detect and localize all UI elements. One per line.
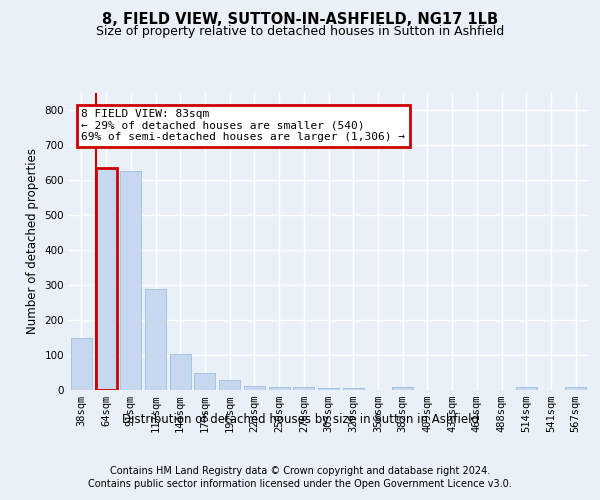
Bar [219,380,240,390]
Bar [170,354,191,390]
Bar [293,387,314,390]
Text: 8 FIELD VIEW: 83sqm
← 29% of detached houses are smaller (540)
69% of semi-detac: 8 FIELD VIEW: 83sqm ← 29% of detached ho… [82,109,406,142]
Bar [516,387,537,390]
Y-axis label: Number of detached properties: Number of detached properties [26,148,39,334]
Bar [392,387,413,390]
Bar [318,388,339,390]
Text: Contains public sector information licensed under the Open Government Licence v3: Contains public sector information licen… [88,479,512,489]
Text: Contains HM Land Registry data © Crown copyright and database right 2024.: Contains HM Land Registry data © Crown c… [110,466,490,476]
Bar [244,386,265,390]
Bar [95,168,116,390]
Bar [565,387,586,390]
Bar [343,388,364,390]
Bar [145,288,166,390]
Bar [71,338,92,390]
Bar [194,373,215,390]
Bar [269,386,290,390]
Text: 8, FIELD VIEW, SUTTON-IN-ASHFIELD, NG17 1LB: 8, FIELD VIEW, SUTTON-IN-ASHFIELD, NG17 … [102,12,498,28]
Text: Size of property relative to detached houses in Sutton in Ashfield: Size of property relative to detached ho… [96,25,504,38]
Bar [120,171,141,390]
Text: Distribution of detached houses by size in Sutton in Ashfield: Distribution of detached houses by size … [121,412,479,426]
